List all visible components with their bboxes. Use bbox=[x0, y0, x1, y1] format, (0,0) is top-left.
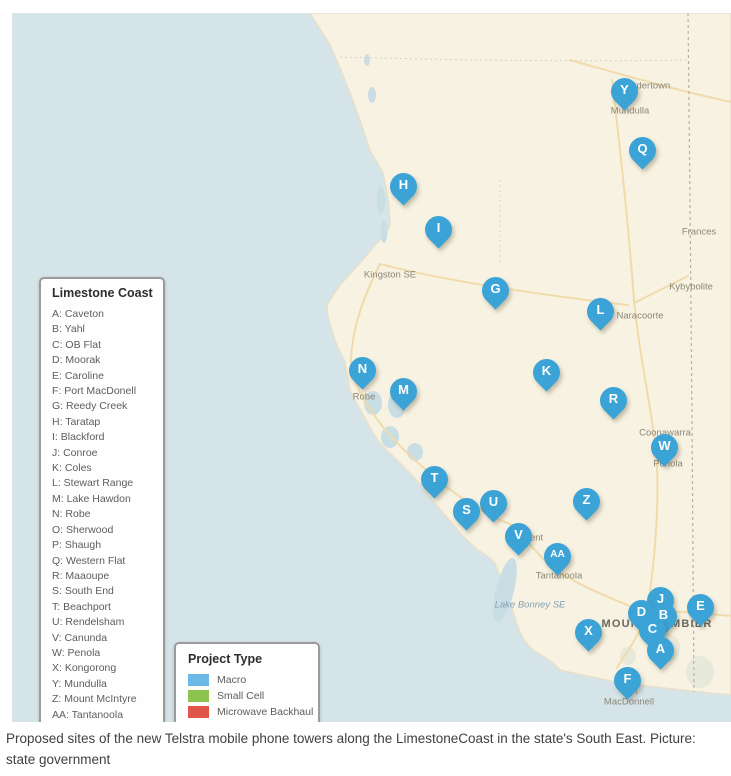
state-border bbox=[339, 13, 695, 693]
site-legend-item: X: Kongorong bbox=[52, 662, 117, 675]
map-pin-h[interactable]: H bbox=[384, 167, 423, 206]
map-pin-b[interactable]: B bbox=[644, 597, 683, 636]
site-legend-item: Q: Western Flat bbox=[52, 554, 126, 567]
map-pin-j[interactable]: J bbox=[641, 581, 680, 620]
site-legend-item: T: Beachport bbox=[52, 600, 111, 613]
legend-row-microwave-backhaul: Microwave Backhaul bbox=[188, 704, 318, 720]
site-legend-item: V: Canunda bbox=[52, 631, 108, 644]
site-legend-item: F: Port MacDonell bbox=[52, 385, 137, 398]
map-pin-i[interactable]: I bbox=[419, 210, 458, 249]
map-pin-v[interactable]: V bbox=[499, 517, 538, 556]
map-canvas[interactable]: Bordertown Mundulla Frances Kingston SE … bbox=[12, 13, 731, 722]
map-pin-n[interactable]: N bbox=[343, 351, 382, 390]
site-legend-panel: Limestone Coast A: Caveton B: Yahl C: OB… bbox=[39, 277, 165, 722]
site-legend-item: M: Lake Hawdon bbox=[52, 492, 131, 505]
image-caption: Proposed sites of the new Telstra mobile… bbox=[6, 731, 696, 767]
site-legend-item: B: Yahl bbox=[52, 323, 85, 336]
site-legend-item: A: Caveton bbox=[52, 308, 104, 320]
site-legend-item: AA: Tantanoola bbox=[52, 708, 124, 721]
project-type-panel: Project Type Macro Small Cell Microwave … bbox=[174, 642, 320, 722]
site-legend-item: K: Coles bbox=[52, 462, 92, 475]
site-legend-item: J: Conroe bbox=[52, 446, 98, 459]
map-pin-l[interactable]: L bbox=[581, 292, 620, 331]
map-pin-t[interactable]: T bbox=[415, 460, 454, 499]
site-legend-item: G: Reedy Creek bbox=[52, 400, 128, 413]
small-cell-swatch-icon bbox=[188, 690, 209, 702]
map-pin-s[interactable]: S bbox=[447, 492, 486, 531]
site-legend-item: N: Robe bbox=[52, 508, 91, 521]
map-pin-aa[interactable]: AA bbox=[538, 537, 577, 576]
map-pin-z[interactable]: Z bbox=[567, 482, 606, 521]
site-legend-item: R: Maaoupe bbox=[52, 569, 110, 582]
site-legend-item: I: Blackford bbox=[52, 431, 105, 444]
map-pin-c[interactable]: C bbox=[633, 611, 672, 650]
map-pin-u[interactable]: U bbox=[474, 484, 513, 523]
map-pin-x[interactable]: X bbox=[569, 613, 608, 652]
map-pin-a[interactable]: A bbox=[641, 631, 680, 670]
site-legend-item: Z: Mount McIntyre bbox=[52, 693, 137, 706]
site-legend-item: C: OB Flat bbox=[52, 338, 102, 351]
macro-swatch-icon bbox=[188, 674, 209, 686]
site-legend-item: U: Rendelsham bbox=[52, 616, 125, 629]
site-legend-item: H: Taratap bbox=[52, 415, 101, 428]
legend-row-macro: Macro bbox=[188, 672, 318, 688]
legend-row-small-cell: Small Cell bbox=[188, 688, 318, 704]
site-legend-item: W: Penola bbox=[52, 646, 101, 659]
map-pin-y[interactable]: Y bbox=[605, 72, 644, 111]
map-pin-m[interactable]: M bbox=[384, 372, 423, 411]
site-legend-item: L: Stewart Range bbox=[52, 477, 134, 490]
map-pin-g[interactable]: G bbox=[476, 271, 515, 310]
project-type-title: Project Type bbox=[188, 652, 263, 666]
site-legend-item: E: Caroline bbox=[52, 369, 104, 382]
site-legend-item: Y: Mundulla bbox=[52, 677, 107, 690]
site-legend-item: O: Sherwood bbox=[52, 523, 114, 536]
map-pin-w[interactable]: W bbox=[645, 428, 684, 467]
map-pin-r[interactable]: R bbox=[594, 381, 633, 420]
map-pin-e[interactable]: E bbox=[681, 588, 720, 627]
site-legend-item: D: Moorak bbox=[52, 354, 101, 367]
site-legend-item: S: South End bbox=[52, 585, 114, 598]
site-legend-title: Limestone Coast bbox=[52, 286, 153, 300]
site-legend-item: P: Shaugh bbox=[52, 539, 102, 552]
map-pin-d[interactable]: D bbox=[622, 594, 661, 633]
map-pin-k[interactable]: K bbox=[527, 353, 566, 392]
map-pin-q[interactable]: Q bbox=[623, 131, 662, 170]
map-pin-f[interactable]: F bbox=[608, 661, 647, 700]
microwave-backhaul-swatch-icon bbox=[188, 706, 209, 718]
